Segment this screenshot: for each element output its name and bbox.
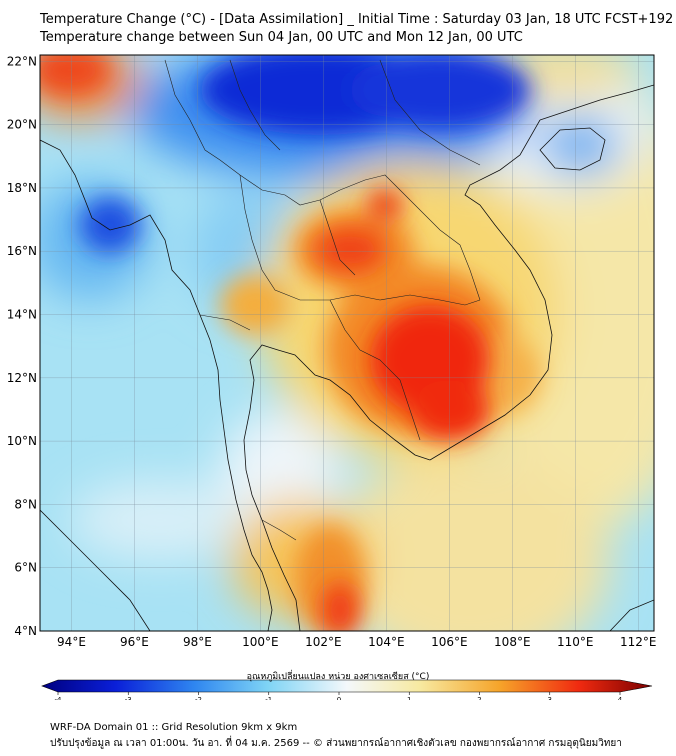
title-line-2: Temperature change between Sun 04 Jan, 0…	[40, 30, 523, 45]
colorbar-tick-label: 4	[618, 696, 623, 700]
lon-tick-label: 100°E	[242, 635, 279, 649]
footer-line-2: ปรับปรุงข้อมูล ณ เวลา 01:00น. วัน อา. ที…	[50, 738, 622, 749]
colorbar-title: อุณหภูมิเปลี่ยนแปลง หน่วย องศาเซลเซียส (…	[246, 672, 430, 682]
colorbar-tick-label: -3	[125, 696, 132, 700]
lat-tick-label: 18°N	[7, 181, 37, 195]
lon-tick-label: 98°E	[183, 635, 212, 649]
lat-tick-label: 8°N	[14, 497, 37, 511]
map-frame	[39, 54, 655, 632]
lat-tick-label: 6°N	[14, 561, 37, 575]
longitude-labels: 94°E 96°E 98°E 100°E 102°E 104°E 106°E 108°E 110…	[57, 635, 656, 649]
lat-tick-label: 12°N	[7, 371, 37, 385]
country-borders	[164, 59, 481, 541]
colorbar-tick-label: 3	[548, 696, 552, 700]
lat-tick-label: 20°N	[7, 118, 37, 132]
lat-tick-label: 4°N	[14, 624, 37, 638]
lon-tick-label: 108°E	[494, 635, 531, 649]
lat-tick-label: 16°N	[7, 244, 37, 258]
lon-tick-label: 110°E	[557, 635, 594, 649]
colorbar-tick-label: 1	[407, 696, 411, 700]
colorbar-tick-label: -4	[55, 696, 63, 700]
lon-tick-label: 102°E	[305, 635, 342, 649]
lat-tick-label: 22°N	[7, 54, 37, 68]
lon-tick-label: 106°E	[431, 635, 468, 649]
lon-tick-label: 112°E	[620, 635, 657, 649]
colorbar-tick-label: 0	[337, 696, 341, 700]
lon-tick-label: 96°E	[120, 635, 149, 649]
colorbar-ticks: -4 -3 -2 -1 0 1 2 3 4	[55, 692, 623, 700]
lat-tick-label: 14°N	[7, 308, 37, 322]
colorbar: -4 -3 -2 -1 0 1 2 3 4	[41, 679, 653, 700]
temperature-field	[40, 55, 654, 631]
lon-tick-label: 104°E	[368, 635, 405, 649]
lon-tick-label: 94°E	[57, 635, 86, 649]
temperature-change-map: 94°E 96°E 98°E 100°E 102°E 104°E 106°E 108°E 110…	[7, 54, 657, 700]
lat-tick-label: 10°N	[7, 434, 37, 448]
colorbar-tick-label: -1	[265, 696, 272, 700]
footer-line-1: WRF-DA Domain 01 :: Grid Resolution 9km …	[50, 722, 298, 733]
colorbar-tick-label: 2	[477, 696, 481, 700]
title-line-1: Temperature Change (°C) - [Data Assimila…	[40, 12, 674, 27]
colorbar-tick-label: -2	[195, 696, 202, 700]
latitude-labels: 4°N 6°N 8°N 10°N 12°N 14°N 16°N 18°N 20°N 22°N	[7, 54, 37, 638]
coastlines	[40, 84, 654, 631]
